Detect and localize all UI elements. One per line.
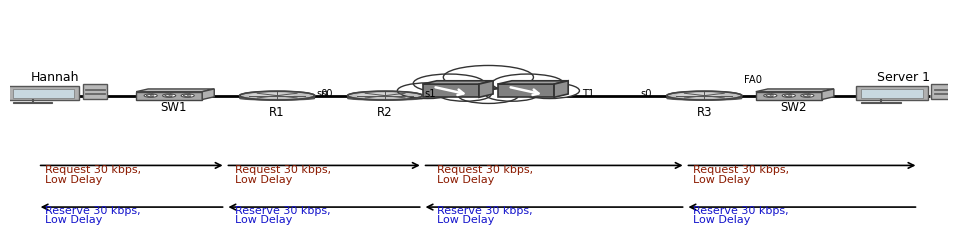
FancyBboxPatch shape: [85, 93, 104, 94]
Text: R1: R1: [269, 106, 285, 119]
FancyBboxPatch shape: [861, 88, 923, 99]
Polygon shape: [498, 81, 568, 84]
Ellipse shape: [667, 96, 741, 100]
Text: s0: s0: [316, 90, 328, 99]
FancyBboxPatch shape: [934, 89, 953, 90]
FancyBboxPatch shape: [422, 84, 479, 97]
Circle shape: [398, 83, 457, 98]
Text: Reserve 30 kbps,: Reserve 30 kbps,: [45, 206, 141, 216]
Circle shape: [783, 94, 795, 97]
Text: s1: s1: [424, 90, 436, 99]
Text: s0: s0: [321, 90, 332, 99]
Circle shape: [413, 74, 485, 93]
Ellipse shape: [348, 91, 422, 100]
Text: Low Delay: Low Delay: [693, 216, 750, 226]
FancyBboxPatch shape: [934, 93, 953, 94]
FancyBboxPatch shape: [861, 102, 901, 103]
Text: Request 30 kbps,: Request 30 kbps,: [437, 165, 533, 175]
Polygon shape: [554, 81, 568, 97]
Circle shape: [764, 94, 777, 97]
Text: FA0: FA0: [743, 75, 762, 85]
Text: T1: T1: [582, 90, 595, 99]
Text: Low Delay: Low Delay: [693, 175, 750, 185]
Circle shape: [439, 88, 491, 101]
Ellipse shape: [348, 96, 422, 100]
FancyBboxPatch shape: [756, 92, 822, 100]
Text: Low Delay: Low Delay: [45, 216, 103, 226]
Ellipse shape: [240, 91, 314, 100]
Text: Low Delay: Low Delay: [235, 216, 292, 226]
Polygon shape: [756, 89, 833, 92]
Text: s0: s0: [641, 90, 652, 99]
Circle shape: [492, 74, 563, 93]
FancyBboxPatch shape: [136, 92, 202, 100]
FancyBboxPatch shape: [856, 86, 928, 100]
Text: Low Delay: Low Delay: [437, 216, 494, 226]
Circle shape: [519, 83, 580, 98]
Text: Reserve 30 kbps,: Reserve 30 kbps,: [235, 206, 331, 216]
Text: Server 1: Server 1: [877, 72, 930, 85]
Ellipse shape: [240, 96, 314, 100]
Ellipse shape: [249, 93, 294, 97]
Polygon shape: [822, 89, 833, 100]
Text: Request 30 kbps,: Request 30 kbps,: [693, 165, 789, 175]
FancyBboxPatch shape: [498, 84, 554, 97]
Text: Low Delay: Low Delay: [45, 175, 103, 185]
Text: Request 30 kbps,: Request 30 kbps,: [235, 165, 331, 175]
Ellipse shape: [676, 93, 721, 97]
Circle shape: [163, 94, 175, 97]
Circle shape: [144, 94, 157, 97]
Text: SW2: SW2: [780, 101, 807, 114]
Text: Reserve 30 kbps,: Reserve 30 kbps,: [437, 206, 533, 216]
Text: R3: R3: [696, 106, 712, 119]
FancyBboxPatch shape: [85, 89, 104, 90]
Ellipse shape: [357, 93, 402, 97]
FancyBboxPatch shape: [931, 84, 956, 100]
Text: Reserve 30 kbps,: Reserve 30 kbps,: [693, 206, 788, 216]
Text: Low Delay: Low Delay: [235, 175, 292, 185]
Circle shape: [801, 94, 814, 97]
Circle shape: [486, 88, 538, 101]
Polygon shape: [479, 81, 493, 97]
Polygon shape: [136, 89, 215, 92]
Text: SW1: SW1: [160, 101, 187, 114]
Circle shape: [444, 66, 534, 89]
FancyBboxPatch shape: [12, 102, 53, 103]
FancyBboxPatch shape: [12, 88, 74, 99]
Text: R2: R2: [377, 106, 393, 119]
FancyBboxPatch shape: [82, 84, 107, 100]
FancyBboxPatch shape: [8, 86, 80, 100]
Circle shape: [458, 88, 518, 104]
Polygon shape: [422, 81, 493, 84]
Ellipse shape: [667, 91, 741, 100]
Polygon shape: [202, 89, 215, 100]
Text: Request 30 kbps,: Request 30 kbps,: [45, 165, 142, 175]
Circle shape: [181, 94, 194, 97]
Text: Low Delay: Low Delay: [437, 175, 494, 185]
Text: Hannah: Hannah: [31, 72, 79, 85]
